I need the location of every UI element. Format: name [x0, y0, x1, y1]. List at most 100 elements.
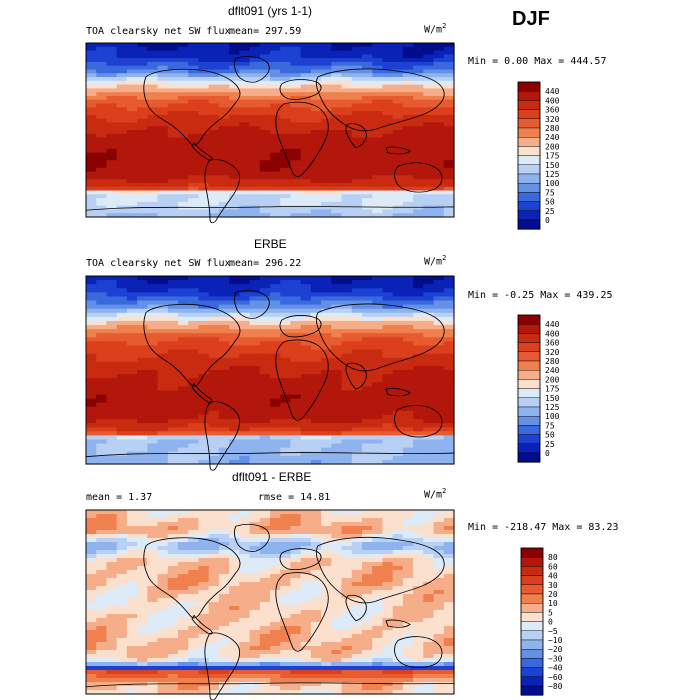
map-cell — [218, 602, 230, 607]
map-cell — [96, 558, 108, 563]
map-cell — [126, 570, 138, 575]
map-cell — [433, 312, 445, 318]
map-cell — [96, 107, 108, 112]
map-cell — [218, 357, 230, 363]
map-cell — [321, 95, 332, 101]
map-cell — [218, 658, 230, 663]
map-cell — [321, 642, 332, 647]
map-cell — [392, 349, 404, 355]
map-cell — [116, 164, 128, 169]
map-cell — [106, 46, 118, 52]
map-cell — [249, 510, 261, 515]
map-cell — [372, 530, 384, 535]
panel2-title: ERBE — [254, 237, 287, 251]
map-cell — [382, 419, 394, 424]
map-cell — [290, 50, 302, 55]
map-cell — [341, 190, 353, 195]
map-cell — [147, 602, 159, 607]
map-cell — [443, 209, 455, 214]
map-cell — [402, 654, 414, 659]
map-cell — [259, 670, 271, 675]
map-cell — [310, 182, 322, 188]
map-cell — [402, 455, 414, 461]
map-cell — [218, 514, 230, 519]
map-cell — [137, 130, 148, 135]
map-cell — [331, 419, 343, 424]
map-cell — [96, 546, 108, 551]
map-cell — [208, 382, 220, 387]
map-cell — [249, 345, 261, 351]
map-cell — [259, 674, 271, 679]
map-cell — [249, 61, 261, 67]
map-cell — [147, 61, 159, 67]
map-cell — [106, 431, 118, 436]
map-cell — [300, 58, 312, 63]
map-cell — [372, 186, 384, 192]
map-cell — [86, 114, 97, 120]
map-cell — [106, 518, 118, 523]
map-cell — [392, 566, 404, 571]
map-cell — [218, 209, 230, 214]
map-cell — [423, 111, 435, 116]
map-cell — [137, 386, 148, 392]
map-cell — [402, 308, 414, 314]
map-cell — [270, 43, 281, 48]
map-cell — [147, 156, 159, 161]
map-cell — [423, 179, 435, 184]
map-cell — [290, 682, 302, 687]
map-cell — [218, 130, 230, 135]
map-cell — [239, 65, 251, 71]
map-cell — [362, 518, 373, 523]
map-cell — [167, 510, 179, 515]
map-cell — [402, 602, 414, 607]
map-cell — [96, 280, 108, 285]
map-cell — [300, 182, 312, 188]
map-cell — [116, 614, 128, 619]
map-cell — [280, 574, 292, 579]
colorbar-tick-label: 240 — [545, 366, 560, 375]
map-cell — [116, 394, 128, 400]
map-cell — [239, 447, 251, 453]
map-cell — [239, 423, 251, 428]
map-cell — [392, 459, 404, 465]
map-cell — [341, 402, 353, 408]
map-cell — [372, 431, 384, 436]
map-cell — [331, 145, 343, 150]
map-cell — [423, 550, 435, 555]
map-cell — [178, 622, 189, 627]
map-cell — [280, 534, 292, 539]
map-cell — [157, 606, 169, 611]
map-cell — [433, 205, 445, 211]
map-cell — [362, 574, 373, 579]
map-cell — [443, 435, 455, 441]
map-cell — [229, 304, 240, 310]
map-cell — [147, 353, 159, 359]
map-cell — [116, 390, 128, 396]
map-cell — [167, 141, 179, 146]
map-cell — [321, 622, 332, 627]
map-cell — [402, 435, 414, 441]
map-cell — [362, 390, 373, 396]
map-cell — [249, 431, 261, 436]
map-cell — [106, 107, 118, 112]
map-cell — [198, 284, 210, 289]
map-cell — [433, 550, 445, 555]
map-cell — [433, 459, 445, 465]
map-cell — [137, 558, 148, 563]
map-cell — [402, 190, 414, 195]
map-cell — [147, 439, 159, 445]
map-cell — [208, 145, 220, 150]
map-cell — [218, 296, 230, 302]
map-cell — [443, 341, 455, 347]
map-cell — [178, 562, 189, 567]
map-cell — [310, 95, 322, 101]
map-cell — [208, 455, 220, 461]
map-cell — [331, 558, 343, 563]
map-cell — [147, 598, 159, 603]
map-cell — [402, 201, 414, 207]
map-cell — [147, 510, 159, 515]
map-cell — [382, 304, 394, 310]
map-cell — [270, 674, 281, 679]
map-cell — [362, 606, 373, 611]
